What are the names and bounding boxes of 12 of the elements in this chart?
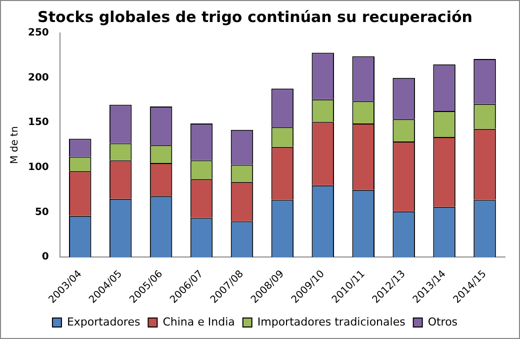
y-tick-label: 0	[42, 252, 49, 263]
y-tick-label: 150	[28, 117, 49, 128]
y-tick-label: 250	[28, 28, 49, 39]
y-axis-title: M de tn	[10, 126, 21, 164]
y-tick-label: 50	[34, 206, 49, 218]
y-tick-label: 100	[28, 162, 49, 174]
legend-label: China e India	[162, 315, 235, 328]
chart-title: Stocks globales de trigo continúan su recuperación	[38, 8, 472, 26]
y-tick-label: 200	[28, 72, 49, 84]
legend-label: Exportadores	[66, 315, 140, 328]
legend-label: Importadores tradicionales	[257, 315, 406, 328]
legend-label: Otros	[428, 315, 458, 328]
